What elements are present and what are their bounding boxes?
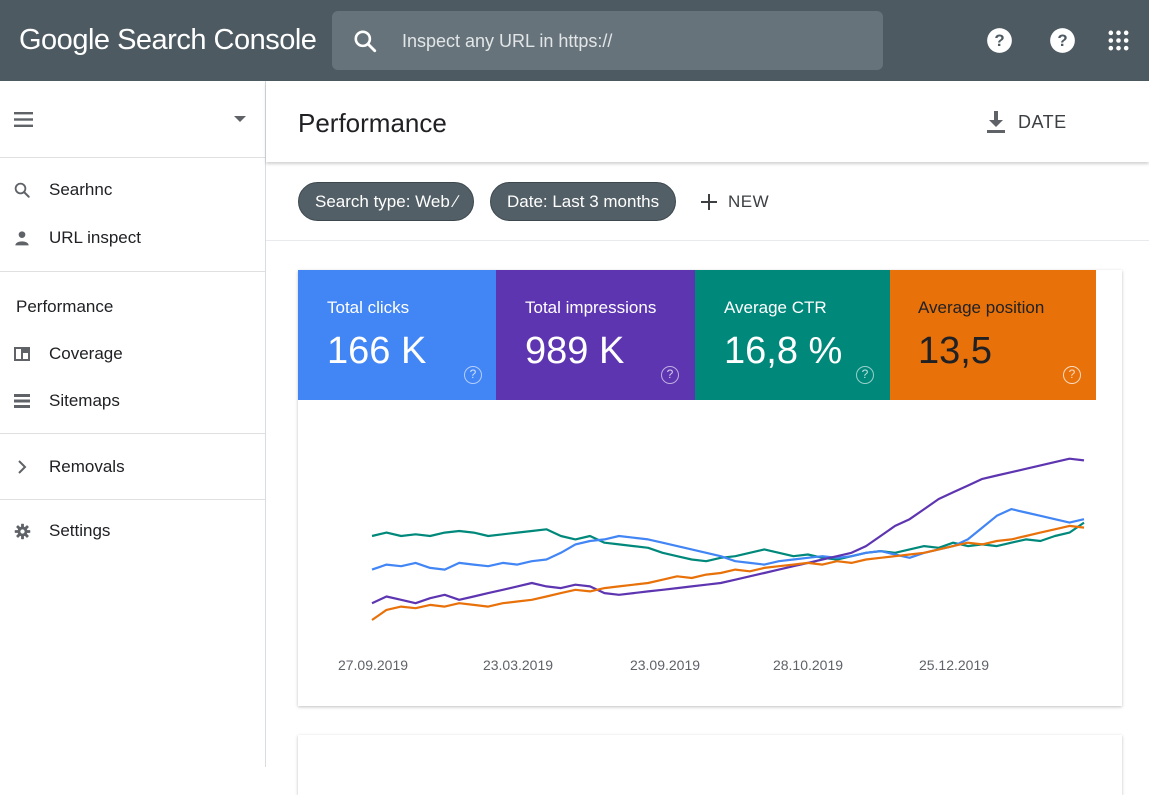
app-logo[interactable]: Google Search Console [19, 24, 317, 56]
new-filter-label: NEW [728, 192, 770, 211]
series-line-0 [371, 521, 1085, 563]
apps-grid-icon[interactable] [1107, 29, 1130, 52]
export-button-label: DATE [1018, 111, 1067, 132]
sidebar-item-sitemaps[interactable]: Sitemaps [0, 381, 265, 421]
search-input[interactable] [402, 25, 862, 57]
sidebar-item-label: URL inspect [49, 228, 141, 247]
metric-label: Total clicks [327, 298, 410, 317]
search-icon [354, 30, 377, 53]
filter-bar: Search type: Web ∕ Date: Last 3 months N… [266, 162, 1149, 241]
metric-label: Average CTR [724, 298, 827, 317]
performance-chart [371, 457, 1085, 621]
series-line-1 [371, 507, 1085, 571]
metric-value: 16,8 % [724, 330, 843, 372]
sidebar-divider [0, 271, 265, 272]
sitemaps-icon [13, 392, 31, 410]
sidebar-item-removals[interactable]: Removals [0, 447, 265, 487]
sidebar-item-coverage[interactable]: Coverage [0, 334, 265, 374]
new-filter-button[interactable]: NEW [700, 190, 769, 214]
sidebar: Searhnc URL inspect Performance Coverage… [0, 81, 266, 767]
x-tick-label: 23.03.2019 [482, 657, 554, 673]
sidebar-divider [0, 499, 265, 500]
help-icon[interactable]: ? [464, 366, 482, 384]
performance-card: Total clicks 166 K ? Total impressions 9… [298, 270, 1122, 706]
help-icon[interactable]: ? [856, 366, 874, 384]
x-tick-label: 23.09.2019 [629, 657, 701, 673]
help-icon[interactable]: ? [1063, 366, 1081, 384]
sidebar-item-label: Sitemaps [49, 391, 120, 410]
queries-card [298, 735, 1122, 795]
metric-average-position[interactable]: Average position 13,5 ? [890, 270, 1096, 400]
series-line-3 [371, 524, 1085, 621]
metric-total-impressions[interactable]: Total impressions 989 K ? [496, 270, 695, 400]
x-tick-label: 25.12.2019 [918, 657, 990, 673]
metric-value: 166 K [327, 330, 427, 372]
plus-icon [701, 194, 717, 210]
filter-chip-date[interactable]: Date: Last 3 months [490, 182, 677, 221]
x-tick-label: 28.10.2019 [772, 657, 844, 673]
property-dropdown-icon[interactable] [234, 116, 246, 122]
menu-icon[interactable] [14, 112, 33, 127]
page-title: Performance [298, 108, 447, 138]
sidebar-item-label: Searhnc [49, 180, 113, 199]
sidebar-item-label: Settings [49, 521, 111, 540]
series-line-2 [371, 457, 1085, 605]
svg-text:?: ? [1057, 31, 1067, 50]
help-icon[interactable]: ? [1049, 27, 1076, 54]
filter-chip-search-type[interactable]: Search type: Web ∕ [298, 182, 475, 221]
metric-value: 989 K [525, 330, 625, 372]
chevron-right-icon [13, 458, 31, 476]
person-icon [13, 229, 31, 247]
help-icon[interactable]: ? [986, 27, 1013, 54]
coverage-icon [13, 345, 31, 363]
metric-total-clicks[interactable]: Total clicks 166 K ? [298, 270, 496, 400]
sidebar-item-performance[interactable]: Performance [16, 297, 114, 316]
sidebar-item-label: Removals [49, 457, 125, 476]
search-icon [13, 181, 31, 199]
svg-text:?: ? [994, 31, 1004, 50]
sidebar-item-url-inspect[interactable]: URL inspect [0, 218, 265, 258]
x-tick-label: 27.09.2019 [337, 657, 409, 673]
help-icon[interactable]: ? [661, 366, 679, 384]
sidebar-item-search[interactable]: Searhnc [0, 170, 265, 210]
export-button[interactable]: DATE [986, 107, 1067, 137]
download-icon [987, 111, 1005, 133]
sidebar-header [0, 81, 265, 158]
sidebar-item-settings[interactable]: Settings [0, 511, 265, 551]
gear-icon [13, 522, 31, 540]
metric-label: Average position [918, 298, 1045, 317]
main-header: Performance DATE [266, 81, 1149, 162]
sidebar-item-label: Coverage [49, 344, 123, 363]
sidebar-divider [0, 433, 265, 434]
metric-value: 13,5 [918, 330, 992, 372]
url-inspect-search[interactable] [332, 11, 883, 70]
top-bar: Google Search Console ? ? [0, 0, 1149, 81]
metric-label: Total impressions [525, 298, 657, 317]
metric-average-ctr[interactable]: Average CTR 16,8 % ? [695, 270, 890, 400]
